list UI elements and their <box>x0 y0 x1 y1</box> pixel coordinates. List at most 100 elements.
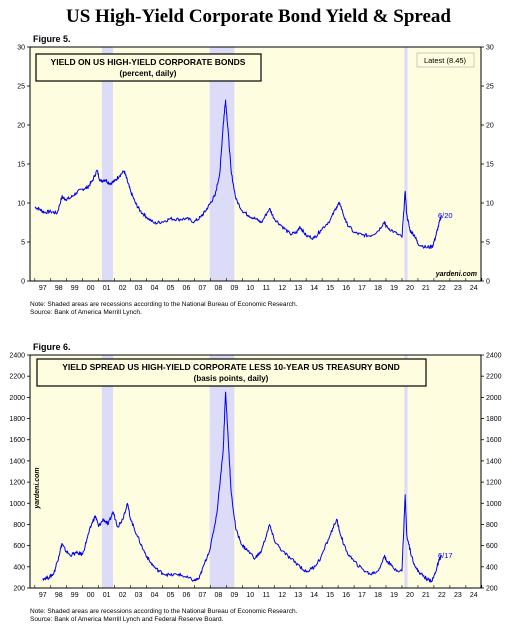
recession-band <box>101 47 114 281</box>
y-tick-label: 1000 <box>9 501 25 508</box>
note-line: Note: Shaded areas are recessions accord… <box>30 608 298 615</box>
y-tick-label: 200 <box>486 586 498 593</box>
x-tick-label: 07 <box>199 592 207 599</box>
x-tick-label: 09 <box>230 285 238 292</box>
y-tick-label: 25 <box>17 84 25 91</box>
series-layer <box>42 391 442 583</box>
chart-title-box <box>35 53 262 82</box>
x-tick-label: 14 <box>310 285 318 292</box>
y-tick-label: 1600 <box>9 437 25 444</box>
plot-area <box>29 46 482 282</box>
recession-band <box>101 355 114 588</box>
figure-label: Figure 6. <box>33 342 71 352</box>
y-tick-label: 1400 <box>9 458 25 465</box>
y-tick-label: 1200 <box>486 480 502 487</box>
figure-label: Figure 5. <box>33 34 71 44</box>
y-tick-label: 400 <box>13 564 25 571</box>
x-tick-label: 19 <box>390 285 398 292</box>
chart-title: YIELD ON US HIGH-YIELD CORPORATE BONDS <box>51 57 246 67</box>
x-tick-label: 15 <box>326 592 334 599</box>
x-tick-label: 02 <box>119 285 127 292</box>
x-tick-label: 18 <box>374 592 382 599</box>
x-tick-label: 19 <box>390 592 398 599</box>
x-tick-label: 17 <box>358 285 366 292</box>
chart-title-box <box>36 358 427 387</box>
y-tick-label: 2000 <box>9 395 25 402</box>
recession-band <box>404 47 408 281</box>
y-tick-label: 400 <box>486 564 498 571</box>
x-tick-label: 98 <box>55 592 63 599</box>
plot-area <box>29 354 482 589</box>
y-tick-label: 200 <box>13 586 25 593</box>
y-tick-label: 15 <box>486 162 494 169</box>
x-tick-label: 20 <box>406 285 414 292</box>
x-tick-label: 17 <box>358 592 366 599</box>
x-tick-label: 98 <box>55 285 63 292</box>
end-label: 6/20 <box>438 211 453 220</box>
x-tick-label: 16 <box>342 285 350 292</box>
y-tick-label: 1000 <box>486 501 502 508</box>
x-tick-label: 12 <box>278 592 286 599</box>
x-tick-label: 21 <box>422 285 430 292</box>
y-tick-label: 2400 <box>486 353 502 360</box>
x-tick-label: 99 <box>71 285 79 292</box>
x-tick-label: 00 <box>87 592 95 599</box>
x-tick-label: 02 <box>119 592 127 599</box>
x-tick-label: 15 <box>326 285 334 292</box>
x-tick-label: 10 <box>246 592 254 599</box>
y-tick-label: 1800 <box>9 416 25 423</box>
watermark: yardeni.com <box>435 271 477 278</box>
x-tick-label: 01 <box>103 592 111 599</box>
x-tick-label: 22 <box>438 592 446 599</box>
end-label: 6/17 <box>438 551 453 560</box>
x-tick-label: 24 <box>470 592 478 599</box>
chart-subtitle: (percent, daily) <box>120 69 177 78</box>
series-line <box>42 391 442 583</box>
y-tick-label: 1800 <box>486 416 502 423</box>
y-tick-label: 10 <box>17 201 25 208</box>
source-line: Source: Bank of America Merrill Lynch an… <box>30 616 224 623</box>
y-tick-label: 0 <box>21 279 25 286</box>
x-tick-label: 14 <box>310 592 318 599</box>
latest-legend-box <box>416 52 475 68</box>
y-tick-label: 0 <box>486 279 490 286</box>
x-tick-label: 99 <box>71 592 79 599</box>
recession-shading <box>101 47 408 281</box>
chart-title: YIELD SPREAD US HIGH-YIELD CORPORATE LES… <box>62 362 400 372</box>
y-tick-label: 25 <box>486 84 494 91</box>
x-tick-label: 21 <box>422 592 430 599</box>
x-tick-label: 12 <box>278 285 286 292</box>
y-tick-label: 10 <box>486 201 494 208</box>
x-tick-label: 07 <box>199 285 207 292</box>
x-tick-label: 09 <box>230 592 238 599</box>
series-layer <box>34 99 442 249</box>
y-tick-label: 2400 <box>9 353 25 360</box>
x-tick-label: 05 <box>167 285 175 292</box>
y-tick-label: 2200 <box>486 374 502 381</box>
x-tick-label: 05 <box>167 592 175 599</box>
x-tick-label: 08 <box>214 285 222 292</box>
recession-band <box>209 355 235 588</box>
note-line: Note: Shaded areas are recessions accord… <box>30 301 298 308</box>
x-tick-label: 01 <box>103 285 111 292</box>
series-line <box>34 99 442 249</box>
x-tick-label: 18 <box>374 285 382 292</box>
y-tick-label: 2200 <box>9 374 25 381</box>
x-tick-label: 04 <box>151 592 159 599</box>
y-tick-label: 1400 <box>486 458 502 465</box>
x-tick-label: 11 <box>263 592 270 599</box>
y-tick-label: 600 <box>13 543 25 550</box>
x-tick-label: 16 <box>342 592 350 599</box>
x-tick-label: 04 <box>151 285 159 292</box>
x-tick-label: 06 <box>183 592 191 599</box>
x-tick-label: 22 <box>438 285 446 292</box>
page-title: US High-Yield Corporate Bond Yield & Spr… <box>66 6 451 27</box>
x-tick-label: 20 <box>406 592 414 599</box>
y-tick-label: 20 <box>486 123 494 130</box>
x-tick-label: 06 <box>183 285 191 292</box>
y-tick-label: 800 <box>13 522 25 529</box>
